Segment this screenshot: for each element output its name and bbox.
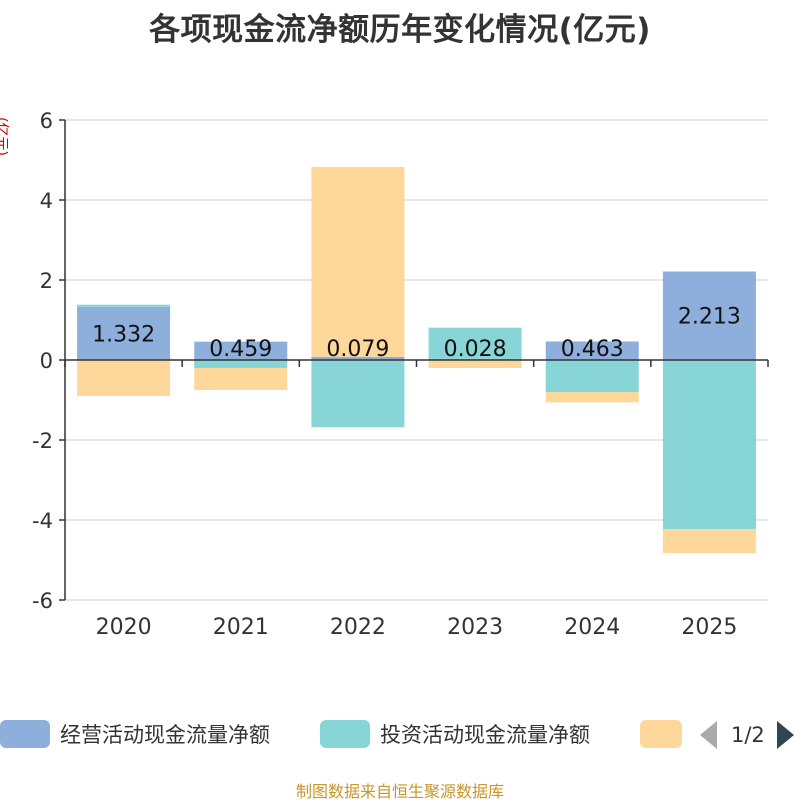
x-tick-label-2021: 2021: [213, 615, 269, 640]
data-label-2020: 1.332: [92, 322, 155, 347]
bar-investing-2024: [545, 360, 639, 392]
bar-operating-2025: [662, 271, 756, 360]
legend-label-investing: 投资活动现金流量净额: [380, 723, 590, 747]
legend-label-operating: 经营活动现金流量净额: [60, 723, 270, 747]
data-label-2024: 0.463: [561, 337, 624, 362]
legend-prev-icon[interactable]: [700, 721, 717, 749]
legend-item-financing[interactable]: [640, 714, 682, 754]
data-label-2025: 2.213: [678, 305, 741, 330]
data-label-2021: 0.459: [209, 337, 272, 362]
data-label-2022: 0.079: [326, 337, 389, 362]
bar-operating-2024: [545, 341, 639, 360]
bar-investing-2023: [428, 327, 522, 359]
bar-investing-2020: [77, 304, 171, 307]
y-tick-label: 2: [40, 269, 53, 293]
legend-swatch-financing: [640, 720, 682, 748]
data-source-note: 制图数据来自恒生聚源数据库: [295, 782, 504, 801]
legend: 经营活动现金流量净额 投资活动现金流量净额 1/2: [0, 714, 800, 758]
bar-investing-2025: [662, 360, 756, 530]
bar-financing-2025: [662, 529, 756, 554]
x-tick-label-2023: 2023: [447, 615, 503, 640]
bar-investing-2021: [194, 360, 288, 368]
bar-operating-2020: [77, 306, 171, 360]
legend-pager: 1/2: [700, 720, 794, 750]
y-tick-label: 0: [40, 349, 53, 373]
legend-swatch-operating: [0, 720, 50, 748]
y-tick-label: 6: [40, 109, 53, 133]
legend-next-icon[interactable]: [776, 721, 794, 749]
legend-item-operating[interactable]: 经营活动现金流量净额: [0, 714, 270, 754]
chart-title: 各项现金流净额历年变化情况(亿元): [149, 12, 651, 48]
y-tick-label: -4: [32, 509, 53, 533]
x-tick-label-2020: 2020: [96, 615, 152, 640]
bar-operating-2021: [194, 341, 288, 360]
legend-page-indicator: 1/2: [731, 723, 765, 747]
y-tick-label: -2: [32, 429, 53, 453]
bar-financing-2024: [545, 392, 639, 403]
bar-financing-2023: [428, 360, 522, 368]
legend-swatch-investing: [320, 720, 370, 748]
data-label-2023: 0.028: [444, 337, 507, 362]
legend-item-investing[interactable]: 投资活动现金流量净额: [320, 714, 590, 754]
bar-financing-2021: [194, 368, 288, 390]
x-tick-label-2022: 2022: [330, 615, 386, 640]
y-tick-label: 4: [40, 189, 53, 213]
bar-investing-2022: [311, 360, 405, 428]
bar-operating-2022: [311, 356, 405, 360]
bar-financing-2020: [77, 360, 171, 396]
y-tick-label: -6: [32, 589, 53, 613]
x-tick-label-2024: 2024: [564, 615, 620, 640]
bar-financing-2022: [311, 166, 405, 357]
x-tick-label-2025: 2025: [681, 615, 737, 640]
chart-area: -6 -4 -2 0 2 4 6 1.332 2020 0.459 2021 0.079 2022 0.0…: [32, 109, 769, 640]
